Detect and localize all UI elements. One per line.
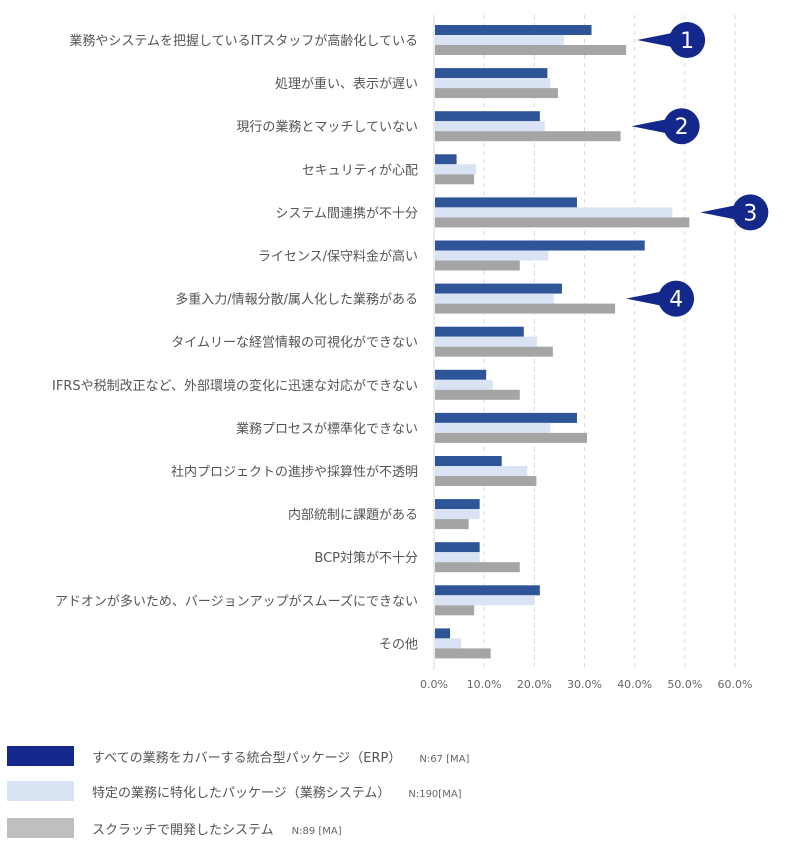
legend-n: N:190[MA]: [408, 789, 462, 800]
category-label: ライセンス/保守料金が高い: [258, 249, 418, 265]
bar: [435, 68, 548, 79]
callout-number: 1: [680, 29, 694, 54]
bar: [435, 303, 616, 314]
callout-badge: [669, 22, 706, 58]
category-label: アドオンが多いため、バージョンアップがスムーズにできない: [55, 593, 418, 609]
bar: [435, 369, 487, 380]
bar: [435, 336, 537, 347]
legend-label: スクラッチで開発したシステム: [92, 823, 274, 838]
callout-badge: [658, 280, 695, 317]
bar: [435, 346, 553, 357]
bar: [435, 628, 451, 639]
x-tick-label: 40.0%: [617, 678, 652, 691]
bar: [435, 293, 554, 304]
legend-swatch: [7, 781, 74, 801]
bar: [435, 283, 562, 294]
category-label: BCP対策が不十分: [314, 550, 418, 566]
bar: [435, 389, 520, 400]
bar: [435, 131, 621, 142]
bar: [435, 207, 673, 218]
category-label: 多重入力/情報分散/属人化した業務がある: [175, 292, 418, 308]
legend-label: すべての業務をカバーする統合型パッケージ（ERP）: [92, 751, 402, 766]
bar-chart: 0.0% 10.0% 20.0% 30.0% 40.0% 50.0% 60.0% 業務やシステ…: [52, 15, 769, 691]
callout-badge: [732, 194, 769, 231]
bar: [435, 585, 540, 596]
legend-item-package: 特定の業務に特化したパッケージ（業務システム） N:190[MA]: [7, 781, 607, 801]
callout-number: 4: [669, 288, 683, 313]
category-label: その他: [379, 637, 418, 652]
bar: [435, 154, 457, 165]
bar: [435, 648, 491, 659]
callout-pointer: [626, 290, 667, 307]
category-label: タイムリーな経営情報の可視化ができない: [171, 336, 418, 351]
bar: [435, 412, 577, 423]
bar: [435, 456, 502, 466]
bar: [435, 379, 493, 390]
bar: [435, 25, 592, 35]
category-label: 内部統制に課題がある: [288, 507, 418, 523]
bar: [435, 519, 469, 530]
bar: [435, 422, 551, 433]
category-label: セキュリティが心配: [302, 163, 418, 178]
bar: [435, 35, 564, 45]
bar: [435, 605, 475, 616]
x-tick-label: 10.0%: [467, 678, 502, 691]
callout-badge: [663, 108, 700, 145]
legend-n: N:89 [MA]: [291, 826, 342, 837]
bar: [435, 552, 480, 563]
bar: [435, 542, 480, 553]
bar: [435, 88, 558, 99]
bar: [435, 595, 535, 606]
bar: [435, 509, 480, 520]
bar: [435, 121, 545, 132]
bar: [435, 476, 537, 486]
callout-pointer: [700, 204, 741, 221]
category-label: 処理が重い、表示が遅い: [275, 76, 418, 92]
bar: [435, 111, 540, 122]
x-tick-label: 0.0%: [420, 678, 448, 691]
bar: [435, 499, 480, 510]
bar: [435, 197, 577, 208]
category-label: 現行の業務とマッチしていない: [236, 119, 418, 135]
x-tick-label: 50.0%: [667, 678, 702, 691]
x-tick-label: 30.0%: [567, 678, 602, 691]
bar: [435, 562, 520, 573]
legend-item-scratch: スクラッチで開発したシステム N:89 [MA]: [7, 818, 607, 838]
bar: [435, 326, 524, 337]
bar: [435, 432, 588, 443]
category-label: 業務プロセスが標準化できない: [236, 421, 418, 437]
bar: [435, 260, 520, 271]
callout-pointer: [637, 32, 678, 48]
legend-n: N:67 [MA]: [419, 754, 470, 765]
category-label: IFRSや税制改正など、外部環境の変化に迅速な対応ができない: [52, 378, 418, 394]
bar: [435, 217, 690, 228]
legend-swatch: [7, 818, 74, 838]
legend-swatch: [7, 746, 74, 766]
x-tick-label: 60.0%: [718, 678, 753, 691]
bar: [435, 164, 477, 175]
callout-number: 3: [743, 201, 757, 226]
legend-label: 特定の業務に特化したパッケージ（業務システム）: [92, 786, 391, 801]
bar: [435, 78, 551, 89]
callout-pointer: [631, 118, 672, 135]
category-label: システム間連携が不十分: [275, 205, 418, 221]
category-label: 業務やシステムを把握しているITスタッフが高齢化している: [69, 33, 418, 49]
legend-item-erp: すべての業務をカバーする統合型パッケージ（ERP） N:67 [MA]: [7, 746, 607, 766]
bar: [435, 45, 627, 55]
callout-number: 2: [675, 115, 689, 140]
bar: [435, 240, 645, 251]
x-tick-label: 20.0%: [517, 678, 552, 691]
category-label: 社内プロジェクトの進捗や採算性が不透明: [171, 464, 418, 480]
bar: [435, 174, 475, 185]
bar: [435, 638, 462, 649]
bar: [435, 466, 528, 476]
bar: [435, 250, 549, 261]
